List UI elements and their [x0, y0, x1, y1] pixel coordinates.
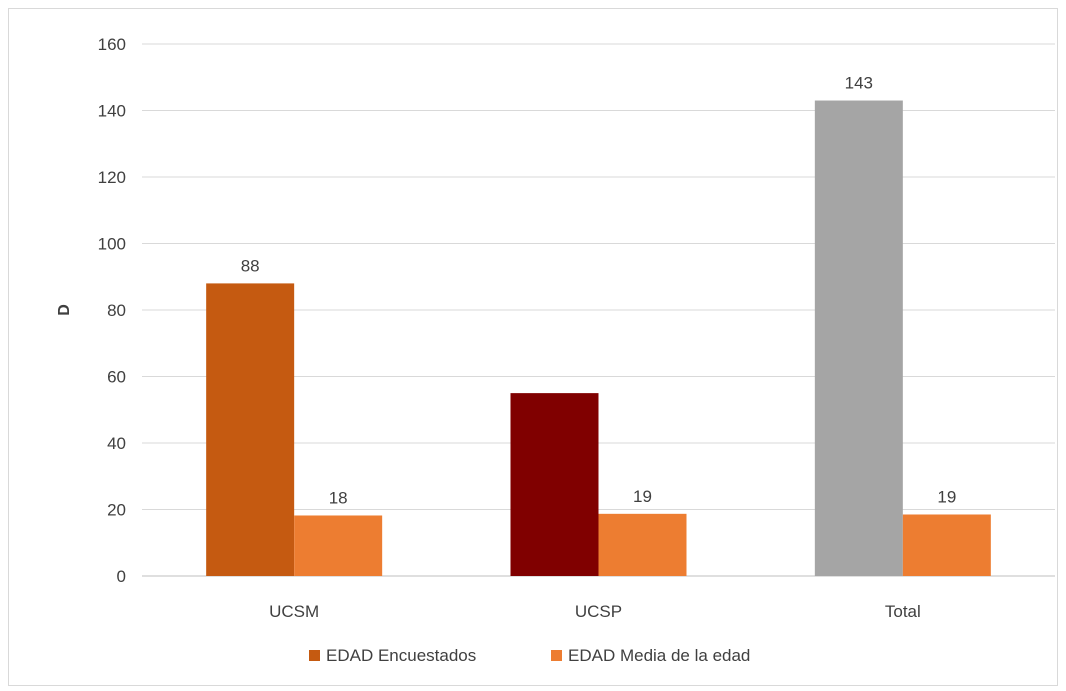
y-tick-label: 60 [107, 368, 126, 387]
chart-frame: 0 20 40 60 80 100 120 140 160 88 18 19 143 19 UCSM UC… [8, 8, 1058, 686]
legend-swatch [309, 650, 320, 661]
legend-label: EDAD Media de la edad [568, 646, 750, 665]
legend: EDAD Encuestados EDAD Media de la edad [309, 646, 750, 665]
data-label: 143 [845, 74, 873, 93]
x-category-label: Total [885, 602, 921, 621]
y-tick-label: 20 [107, 501, 126, 520]
y-tick-label: 140 [98, 102, 126, 121]
bar-media-total [902, 514, 991, 576]
data-label: 88 [241, 256, 260, 275]
y-axis-ticks: 0 20 40 60 80 100 120 140 160 [98, 35, 126, 586]
y-tick-label: 40 [107, 434, 126, 453]
bar-encuestados-ucsp [510, 393, 599, 576]
data-label: 18 [329, 488, 348, 507]
x-axis-categories: UCSM UCSP Total [269, 602, 921, 621]
legend-swatch [551, 650, 562, 661]
bar-media-ucsp [598, 513, 687, 576]
data-label: 19 [937, 487, 956, 506]
bar-encuestados-total [814, 100, 903, 577]
x-category-label: UCSP [575, 602, 622, 621]
data-label: 19 [633, 487, 652, 506]
y-tick-label: 160 [98, 35, 126, 54]
x-category-label: UCSM [269, 602, 319, 621]
bars [206, 100, 991, 577]
data-labels: 88 18 19 143 19 [241, 74, 957, 508]
y-tick-label: 120 [98, 168, 126, 187]
bar-encuestados-ucsm [206, 283, 295, 576]
bar-media-ucsm [294, 515, 383, 576]
y-axis-title: D [56, 304, 73, 316]
legend-label: EDAD Encuestados [326, 646, 476, 665]
y-tick-label: 0 [117, 567, 126, 586]
y-tick-label: 80 [107, 301, 126, 320]
y-tick-label: 100 [98, 235, 126, 254]
